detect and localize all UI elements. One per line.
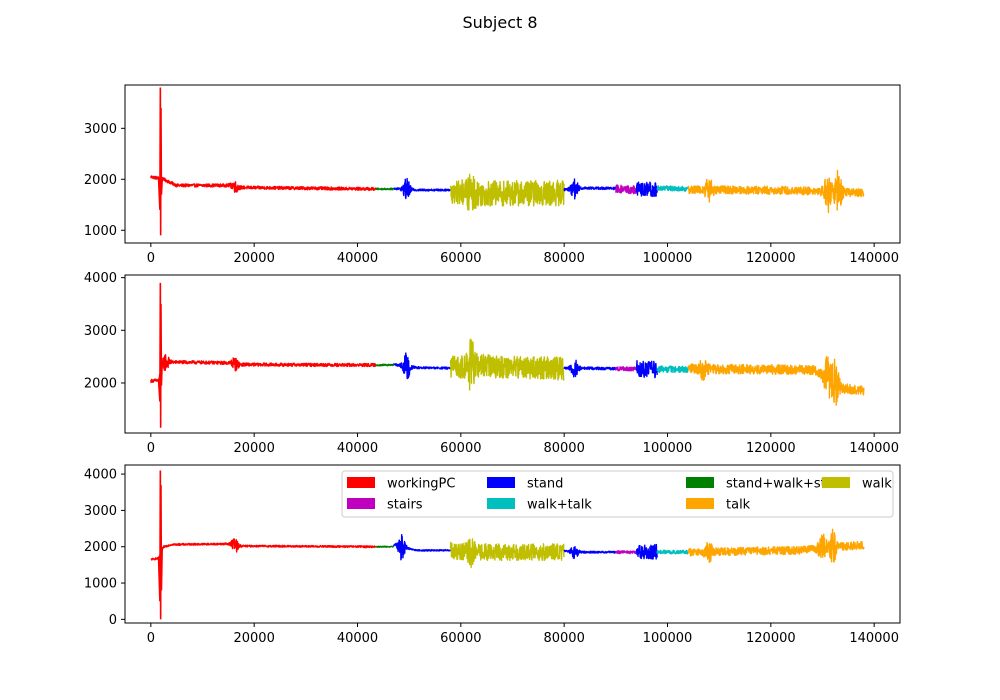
legend-frame xyxy=(341,470,894,518)
y-tick-label: 2000 xyxy=(84,173,117,188)
axes-frame xyxy=(124,274,901,434)
segment-stand-2 xyxy=(393,352,452,380)
x-tick-label: 60000 xyxy=(440,631,481,646)
subplot-2: 0 20000 40000 60000 80000 100000 120000 140000 2… xyxy=(84,271,901,456)
spike-workingPC xyxy=(157,87,163,236)
x-tick-label: 120000 xyxy=(746,631,796,646)
y-tick-label: 3000 xyxy=(84,504,117,519)
spike-workingPC xyxy=(157,282,163,428)
x-tick-label: 60000 xyxy=(440,251,481,266)
segment-stand-6 xyxy=(635,359,658,379)
subplot-3: 0 20000 40000 60000 80000 100000 120000 140000 0… xyxy=(84,464,901,646)
x-tick-label: 80000 xyxy=(543,631,584,646)
x-tick-label: 0 xyxy=(147,251,155,266)
figure-title: Subject 8 xyxy=(462,13,537,32)
x-tick-label: 120000 xyxy=(746,441,796,456)
y-tick-label: 1000 xyxy=(84,224,117,239)
x-tick-label: 140000 xyxy=(849,251,899,266)
x-tick-label: 80000 xyxy=(543,441,584,456)
segment-stand-2 xyxy=(393,177,451,200)
segment-stairs-5 xyxy=(615,184,638,195)
legend-swatch-stand+walk+stairs xyxy=(686,477,714,488)
y-tick-label: 0 xyxy=(109,613,117,628)
segment-workingPC-0 xyxy=(150,354,377,384)
legend-swatch-talk xyxy=(686,498,714,509)
y-tick-label: 4000 xyxy=(84,468,117,483)
legend-label-walk: walk xyxy=(862,477,892,492)
x-tick-label: 20000 xyxy=(233,251,274,266)
legend-label-stairs: stairs xyxy=(387,498,423,513)
legend: workingPC stand stand+walk+stairs walk stair… xyxy=(341,470,894,518)
x-tick-label: 140000 xyxy=(849,631,899,646)
y-tick-label: 2000 xyxy=(84,540,117,555)
x-tick-label: 60000 xyxy=(440,441,481,456)
legend-swatch-workingPC xyxy=(347,477,375,488)
x-tick-label: 20000 xyxy=(233,631,274,646)
y-tick-label: 4000 xyxy=(84,271,117,286)
x-tick-label: 100000 xyxy=(643,631,693,646)
subplot-1: 0 20000 40000 60000 80000 100000 120000 140000 1… xyxy=(84,84,901,266)
y-tick-label: 1000 xyxy=(84,577,117,592)
x-tick-label: 40000 xyxy=(337,441,378,456)
x-tick-label: 40000 xyxy=(337,631,378,646)
legend-label-talk: talk xyxy=(726,498,751,513)
legend-swatch-walk+talk xyxy=(487,498,515,509)
x-tick-label: 0 xyxy=(147,631,155,646)
segment-walk+talk-7 xyxy=(656,185,689,192)
segment-walk-3 xyxy=(449,173,565,211)
segment-stairs-5 xyxy=(615,550,638,555)
legend-swatch-stairs xyxy=(347,498,375,509)
segment-walk-3 xyxy=(449,338,565,391)
segment-stairs-5 xyxy=(615,366,638,372)
segment-stand-4 xyxy=(563,545,617,559)
segment-walk+talk-7 xyxy=(656,365,689,374)
series-group xyxy=(150,470,865,620)
axes-frame xyxy=(124,84,901,244)
segment-talk-8 xyxy=(687,169,865,214)
series-group xyxy=(150,87,865,236)
x-tick-label: 80000 xyxy=(543,251,584,266)
legend-swatch-stand xyxy=(487,477,515,488)
segment-talk-8 xyxy=(687,356,865,406)
segment-stand-4 xyxy=(563,359,617,378)
segment-stand-4 xyxy=(563,178,617,200)
y-tick-label: 3000 xyxy=(84,324,117,339)
segment-walk+talk-7 xyxy=(656,549,689,555)
axes-frame xyxy=(124,464,901,624)
segment-stand-6 xyxy=(635,181,658,198)
x-tick-label: 140000 xyxy=(849,441,899,456)
y-tick-label: 3000 xyxy=(84,122,117,137)
spike-workingPC xyxy=(157,470,163,620)
legend-label-workingPC: workingPC xyxy=(387,477,455,492)
segment-walk-3 xyxy=(449,538,565,569)
segment-stand-6 xyxy=(635,543,658,560)
segment-stand+walk+stairs-1 xyxy=(375,545,395,548)
x-tick-label: 40000 xyxy=(337,251,378,266)
segment-workingPC-0 xyxy=(150,175,377,193)
segment-stand+walk+stairs-1 xyxy=(375,187,395,191)
legend-label-stand+walk+stairs: stand+walk+stairs xyxy=(726,477,850,492)
x-tick-label: 100000 xyxy=(643,441,693,456)
x-tick-label: 120000 xyxy=(746,251,796,266)
segment-talk-8 xyxy=(687,528,865,564)
legend-label-stand: stand xyxy=(527,477,563,492)
x-tick-label: 0 xyxy=(147,441,155,456)
legend-label-walk+talk: walk+talk xyxy=(527,498,592,513)
legend-swatch-walk xyxy=(822,477,850,488)
y-tick-label: 2000 xyxy=(84,376,117,391)
x-tick-label: 100000 xyxy=(643,251,693,266)
segment-stand-2 xyxy=(393,533,452,561)
series-group xyxy=(150,282,865,428)
segment-stand+walk+stairs-1 xyxy=(375,363,395,367)
x-tick-label: 20000 xyxy=(233,441,274,456)
segment-workingPC-0 xyxy=(150,538,377,561)
